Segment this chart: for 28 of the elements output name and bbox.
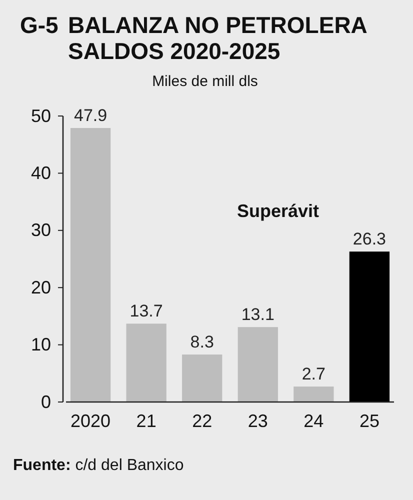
x-tick-label: 25 [359,410,380,431]
chart-subtitle: Miles de mill dls [152,73,258,90]
x-tick-label: 2020 [70,410,111,431]
x-tick-label: 22 [192,410,212,431]
x-tick-label: 24 [304,410,324,431]
source-note: Fuente: c/d del Banxico [13,457,184,474]
y-tick-label: 30 [30,220,51,240]
bar [70,128,111,402]
data-label: 2.7 [302,364,326,384]
data-label: 13.7 [130,302,163,321]
data-label: 47.9 [74,106,108,126]
bar [349,252,390,402]
bar [238,327,278,402]
bar [182,354,222,402]
y-tick-label: 20 [30,277,51,298]
bar [294,386,334,402]
data-label: 26.3 [352,230,386,249]
chart-title: G-5 BALANZA NO PETROLERA SALDOS 2020-2025 [20,12,368,64]
y-tick-label: 10 [30,334,51,355]
annotation: Superávit [236,201,320,221]
x-tick-label: 23 [248,410,268,431]
x-tick-label: 21 [136,410,156,431]
y-tick-label: 0 [40,392,51,412]
y-tick-label: 50 [30,106,51,126]
bar [126,324,166,402]
y-tick-label: 40 [30,162,51,183]
data-label: 8.3 [190,332,214,352]
data-label: 13.1 [241,305,274,324]
